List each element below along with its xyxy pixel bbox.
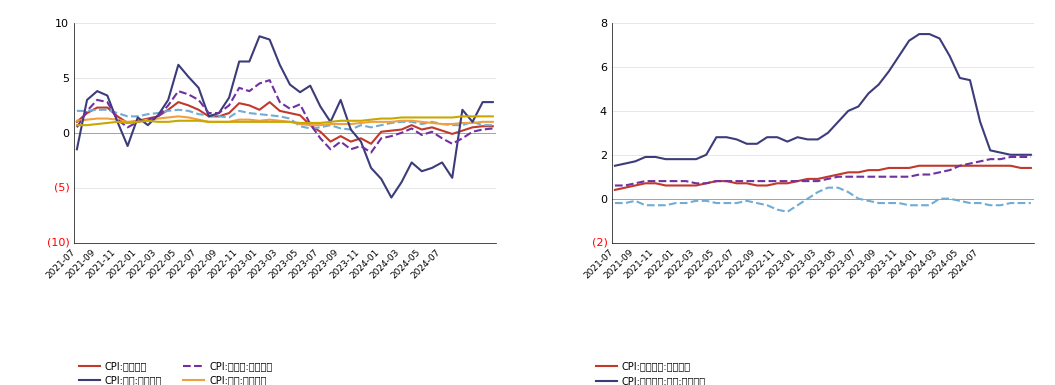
Legend: CPI:医疗保健:当月同比, CPI:医疗保健:中药:当月同比, CPI:医疗保健:西药:当月同比, CPI:医疗保健:医疗服务:当月同比: CPI:医疗保健:当月同比, CPI:医疗保健:中药:当月同比, CPI:医疗保…	[596, 362, 717, 385]
Legend: CPI:当月同比, CPI:食品:当月同比, CPI:非食品:当月同比, CPI:消费品:当月同比, CPI:服务:当月同比, CPI:医疗保健:当月同比: CPI:当月同比, CPI:食品:当月同比, CPI:非食品:当月同比, CPI…	[79, 362, 279, 385]
Text: (10): (10)	[46, 238, 70, 248]
Text: (5): (5)	[54, 183, 70, 192]
Text: (2): (2)	[592, 238, 608, 248]
